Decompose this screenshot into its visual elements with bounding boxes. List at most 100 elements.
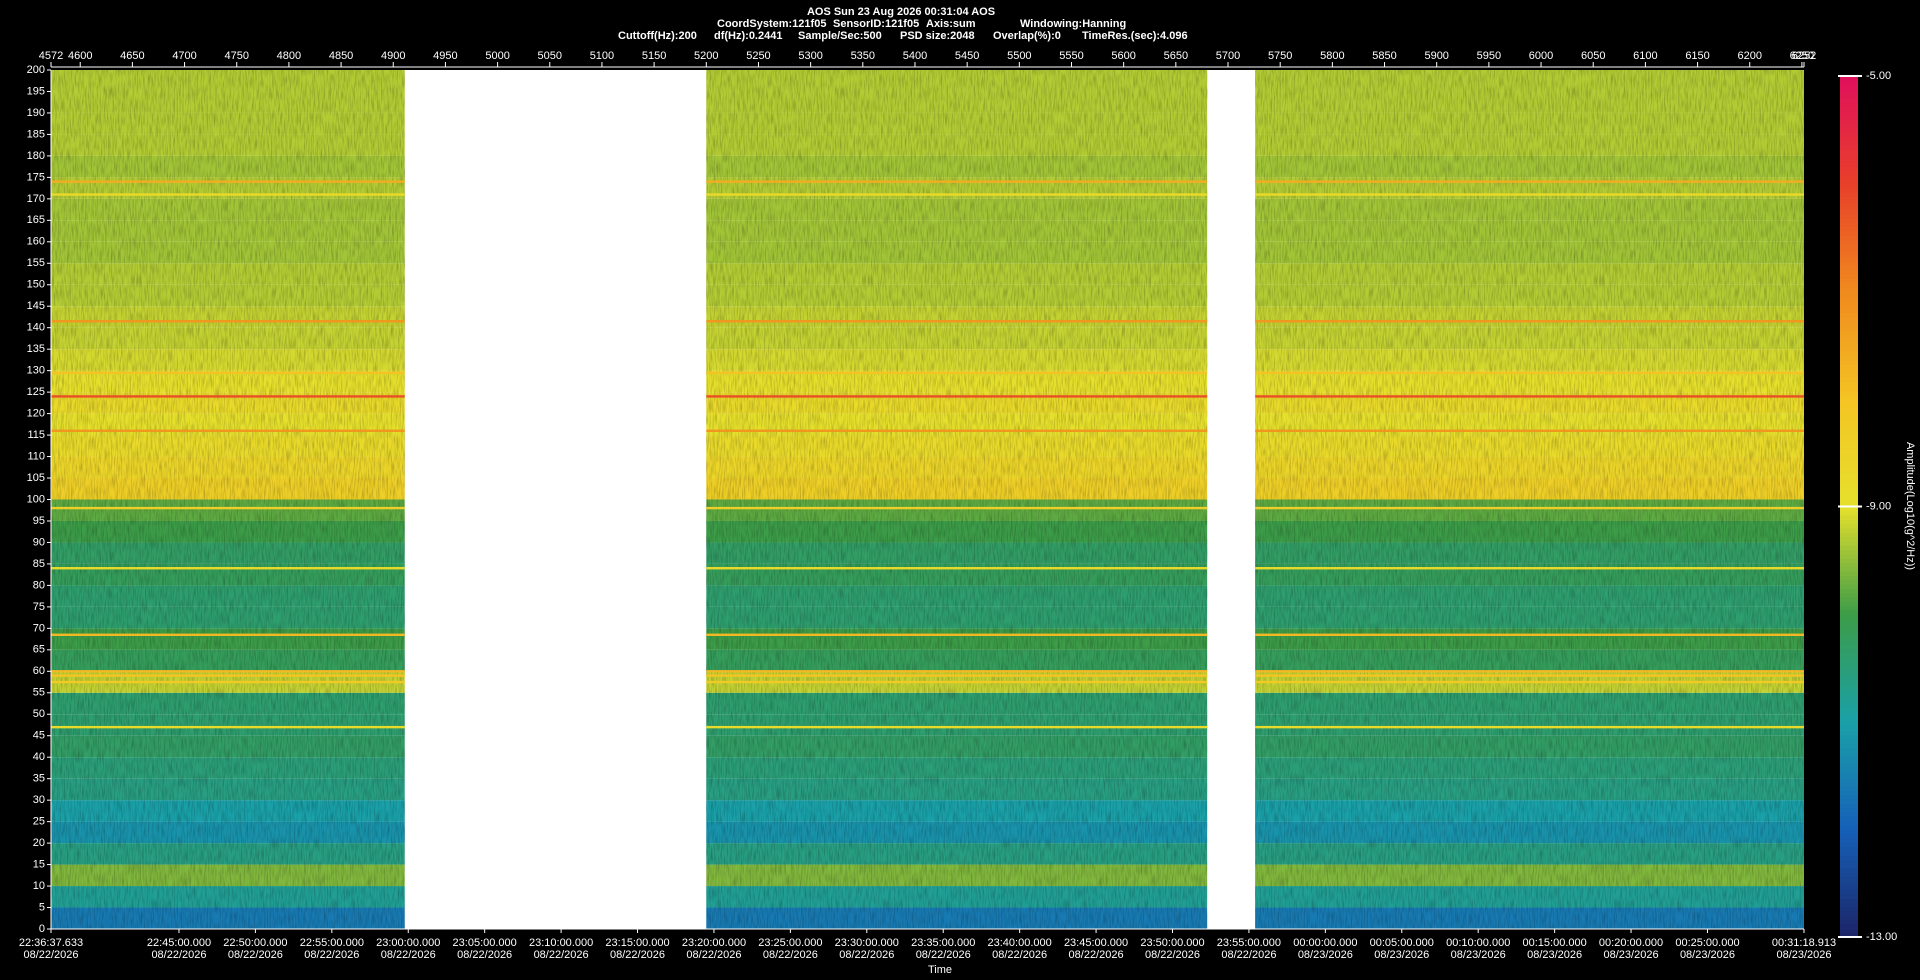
spectral-line — [1255, 371, 1804, 374]
spectral-line — [706, 567, 1208, 570]
x-tick-label: 5150 — [642, 50, 666, 62]
colorbar-cell — [1840, 334, 1858, 340]
spectral-line — [706, 320, 1208, 323]
header-item: PSD size:2048 — [900, 30, 975, 42]
x-tick-label: 6252 — [1792, 50, 1816, 62]
time-tick-label: 22:55:00.000 — [300, 937, 364, 949]
spectral-line — [706, 674, 1208, 677]
spectral-line — [51, 180, 405, 183]
time-tick-label: 23:50:00.000 — [1140, 937, 1204, 949]
colorbar-cell — [1840, 579, 1858, 585]
y-tick-label: 160 — [27, 236, 45, 248]
colorbar-tick-label: -5.00 — [1866, 70, 1891, 82]
time-tick-date: 08/23/2026 — [1298, 949, 1353, 961]
y-tick-label: 185 — [27, 128, 45, 140]
time-tick-date: 08/22/2026 — [763, 949, 818, 961]
colorbar-cell — [1840, 88, 1858, 94]
colorbar-cell — [1840, 833, 1858, 839]
y-tick-label: 170 — [27, 193, 45, 205]
time-tick-date: 08/23/2026 — [1374, 949, 1429, 961]
colorbar-cell — [1840, 734, 1858, 740]
spectral-line — [706, 670, 1208, 673]
x-tick-label: 6100 — [1633, 50, 1657, 62]
colorbar-cell — [1840, 889, 1858, 895]
colorbar-cell — [1840, 794, 1858, 800]
texture — [1255, 70, 1804, 929]
time-tick-date: 08/22/2026 — [610, 949, 665, 961]
time-tick-date: 08/22/2026 — [1145, 949, 1200, 961]
colorbar-cell — [1840, 678, 1858, 684]
x-tick-label: 4750 — [224, 50, 248, 62]
colorbar-cell — [1840, 299, 1858, 305]
colorbar-cell — [1840, 583, 1858, 589]
colorbar-cell — [1840, 691, 1858, 697]
x-tick-label: 5450 — [955, 50, 979, 62]
x-tick-label: 5250 — [746, 50, 770, 62]
colorbar-cell — [1840, 545, 1858, 551]
x-tick-label: 4700 — [172, 50, 196, 62]
spectral-line — [1255, 567, 1804, 570]
colorbar-cell — [1840, 799, 1858, 805]
colorbar-cell — [1840, 472, 1858, 477]
colorbar-cell — [1840, 622, 1858, 628]
colorbar-cell — [1840, 390, 1858, 396]
time-tick-date: 08/23/2026 — [1527, 949, 1582, 961]
colorbar-cell — [1840, 506, 1858, 512]
header-item: Cuttoff(Hz):200 — [618, 30, 697, 42]
colorbar-cell — [1840, 282, 1858, 288]
colorbar-cell — [1840, 489, 1858, 495]
colorbar-cell — [1840, 661, 1858, 667]
time-tick-label: 23:25:00.000 — [758, 937, 822, 949]
colorbar-cell — [1840, 123, 1858, 129]
colorbar-cell — [1840, 919, 1858, 925]
colorbar-cell — [1840, 149, 1858, 154]
spectral-line — [1255, 320, 1804, 323]
colorbar-cell — [1840, 304, 1858, 309]
y-tick-label: 150 — [27, 279, 45, 291]
colorbar-cell — [1840, 183, 1858, 189]
x-tick-label: 4650 — [120, 50, 144, 62]
colorbar-cell — [1840, 674, 1858, 680]
colorbar-cell — [1840, 424, 1858, 430]
colorbar-cell — [1840, 136, 1858, 142]
spectral-line — [1255, 674, 1804, 677]
y-tick-label: 100 — [27, 493, 45, 505]
y-tick-label: 175 — [27, 171, 45, 183]
colorbar-cell — [1840, 459, 1858, 464]
colorbar-cell — [1840, 347, 1858, 353]
y-tick-label: 200 — [27, 64, 45, 76]
colorbar-cell — [1840, 842, 1858, 848]
colorbar-cell — [1840, 566, 1858, 572]
colorbar-cell — [1840, 708, 1858, 714]
colorbar-cell — [1840, 769, 1858, 774]
y-tick-label: 30 — [33, 794, 45, 806]
colorbar-cell — [1840, 127, 1858, 133]
colorbar-cell — [1840, 278, 1858, 284]
x-tick-label: 4850 — [329, 50, 353, 62]
colorbar-cell — [1840, 175, 1858, 180]
time-tick-date: 08/22/2026 — [304, 949, 359, 961]
x-tick-label: 5350 — [851, 50, 875, 62]
colorbar-cell — [1840, 239, 1858, 245]
colorbar-cell — [1840, 364, 1858, 370]
colorbar-cell — [1840, 153, 1858, 159]
colorbar-cell — [1840, 898, 1858, 904]
colorbar-cell — [1840, 101, 1858, 107]
x-tick-label: 4900 — [381, 50, 405, 62]
x-tick-label: 5600 — [1111, 50, 1135, 62]
time-tick-label: 00:25:00.000 — [1675, 937, 1739, 949]
colorbar-cell — [1840, 863, 1858, 869]
colorbar-cell — [1840, 84, 1858, 90]
colorbar-cell — [1840, 317, 1858, 322]
time-tick-date: 08/22/2026 — [151, 949, 206, 961]
colorbar-label: Amplitude(Log10(g^2/Hz)) — [1904, 442, 1916, 570]
colorbar-cell — [1840, 196, 1858, 202]
colorbar-cell — [1840, 476, 1858, 482]
x-tick-label: 5050 — [538, 50, 562, 62]
colorbar-cell — [1840, 106, 1858, 111]
y-tick-label: 95 — [33, 515, 45, 527]
colorbar-cell — [1840, 308, 1858, 314]
colorbar-cell — [1840, 713, 1858, 718]
colorbar-cell — [1840, 187, 1858, 193]
data-segment — [51, 70, 405, 929]
